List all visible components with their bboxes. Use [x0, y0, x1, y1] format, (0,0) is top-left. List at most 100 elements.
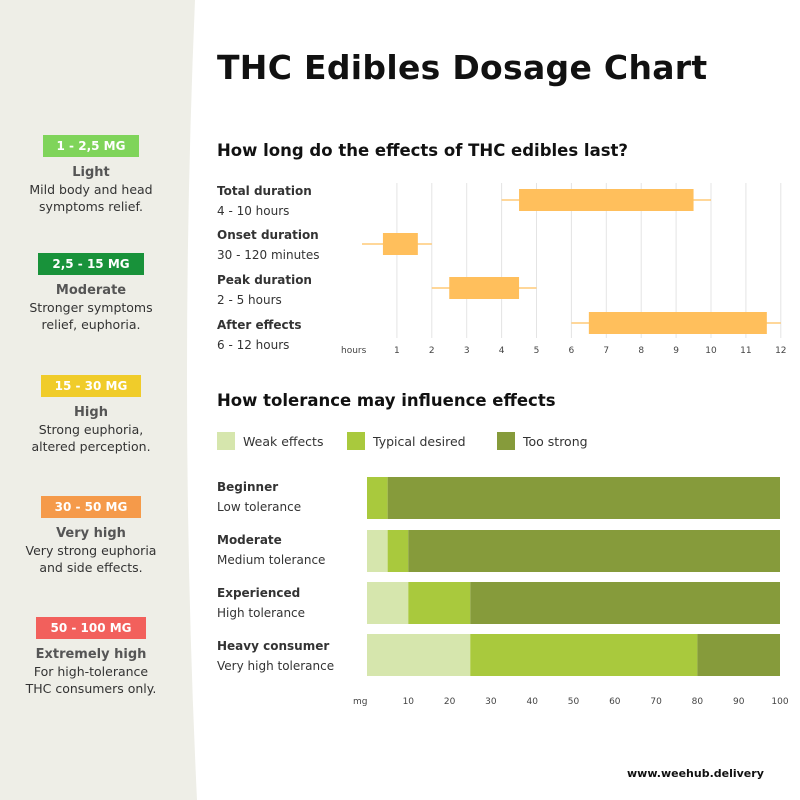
- dose-description: Strong euphoria, altered perception.: [0, 421, 182, 455]
- x-tick-label: 1: [394, 346, 400, 356]
- x-axis-label: hours: [341, 346, 367, 356]
- dose-description-line: Very strong euphoria: [25, 543, 157, 558]
- legend-label: Too strong: [523, 433, 588, 449]
- x-tick-label: 30: [485, 697, 497, 707]
- row-value: 4 - 10 hours: [217, 204, 290, 218]
- dose-name: Extremely high: [35, 647, 147, 662]
- x-tick-label: 20: [444, 697, 456, 707]
- category-name: Beginner: [217, 480, 279, 494]
- duration-chart-title: How long do the effects of THC edibles l…: [217, 141, 628, 160]
- x-tick-label: 6: [569, 346, 575, 356]
- dose-description-line: relief, euphoria.: [41, 317, 141, 332]
- x-tick-label: 12: [775, 346, 786, 356]
- x-tick-label: 8: [638, 346, 644, 356]
- duration-row-label: Peak duration 2 - 5 hours: [217, 272, 312, 308]
- legend-item: Weak effects: [217, 432, 323, 450]
- x-tick-label: 5: [534, 346, 540, 356]
- bar-segment: [470, 582, 780, 624]
- x-tick-label: 10: [403, 697, 415, 707]
- row-value: 30 - 120 minutes: [217, 248, 320, 262]
- duration-box: [519, 189, 694, 211]
- legend-label: Weak effects: [243, 433, 324, 449]
- duration-box: [588, 312, 767, 334]
- category-name: Heavy consumer: [217, 639, 330, 653]
- category-name: Moderate: [217, 533, 282, 547]
- dose-level: 30 - 50 MG Very high Very strong euphoria a…: [0, 496, 182, 576]
- dose-description-line: altered perception.: [31, 439, 151, 454]
- dose-badge: 50 - 100 MG: [36, 617, 146, 639]
- dose-description: Very strong euphoria and side effects.: [0, 542, 182, 576]
- x-tick-label: 11: [740, 346, 751, 356]
- bar-segment: [408, 582, 471, 624]
- bar-segment: [387, 530, 409, 572]
- x-tick-label: 50: [568, 697, 580, 707]
- x-tick-label: 3: [464, 346, 470, 356]
- category-sub: Very high tolerance: [217, 659, 335, 673]
- dose-description-line: Mild body and head: [29, 182, 153, 197]
- x-tick-label: 9: [673, 346, 679, 356]
- dose-level: 15 - 30 MG High Strong euphoria, altered pe…: [0, 375, 182, 455]
- duration-box: [382, 233, 418, 255]
- dose-description: For high-tolerance THC consumers only.: [0, 663, 182, 697]
- dose-description: Stronger symptoms relief, euphoria.: [0, 299, 182, 333]
- page-title: THC Edibles Dosage Chart: [217, 48, 708, 87]
- row-name: Peak duration: [217, 273, 312, 287]
- dose-name: Very high: [56, 526, 126, 541]
- dose-description: Mild body and head symptoms relief.: [0, 181, 182, 215]
- x-tick-label: 100: [771, 697, 788, 707]
- dose-level: 1 - 2,5 MG Light Mild body and head symptom…: [0, 135, 182, 215]
- left-panel-bg: [0, 0, 197, 800]
- category-sub: Medium tolerance: [217, 553, 326, 567]
- x-tick-label: 80: [692, 697, 704, 707]
- tolerance-row-label: Experienced High tolerance: [217, 585, 305, 621]
- dose-badge: 30 - 50 MG: [40, 496, 142, 518]
- row-value: 6 - 12 hours: [217, 338, 290, 352]
- legend-swatch: [217, 432, 235, 450]
- dose-description-line: and side effects.: [39, 560, 143, 575]
- x-tick-label: 40: [526, 697, 538, 707]
- row-name: Onset duration: [217, 228, 319, 242]
- legend-swatch: [497, 432, 515, 450]
- x-tick-label: 4: [499, 346, 505, 356]
- duration-row-label: After effects 6 - 12 hours: [217, 317, 301, 353]
- category-name: Experienced: [217, 586, 301, 600]
- legend-item: Too strong: [497, 432, 588, 450]
- bar-segment: [408, 530, 780, 572]
- bar-segment: [697, 634, 780, 676]
- dose-name: High: [74, 405, 108, 420]
- duration-row-label: Onset duration 30 - 120 minutes: [217, 227, 320, 263]
- dose-description-line: For high-tolerance: [33, 664, 149, 679]
- legend-item: Typical desired: [347, 432, 466, 450]
- dose-badge: 1 - 2,5 MG: [42, 135, 140, 157]
- bar-segment: [367, 582, 409, 624]
- duration-box: [449, 277, 520, 299]
- x-tick-label: 60: [609, 697, 621, 707]
- bar-segment: [367, 634, 471, 676]
- dose-description-line: Stronger symptoms: [29, 300, 153, 315]
- category-sub: High tolerance: [217, 606, 306, 620]
- bar-segment: [367, 530, 388, 572]
- duration-row-label: Total duration 4 - 10 hours: [217, 183, 312, 219]
- legend-swatch: [347, 432, 365, 450]
- x-tick-label: 2: [429, 346, 435, 356]
- row-name: Total duration: [217, 184, 312, 198]
- dose-badge: 15 - 30 MG: [40, 375, 142, 397]
- tolerance-row-label: Moderate Medium tolerance: [217, 532, 325, 568]
- tolerance-row-label: Heavy consumer Very high tolerance: [217, 638, 334, 674]
- legend-label: Typical desired: [373, 433, 466, 449]
- bar-segment: [367, 477, 388, 519]
- dose-name: Light: [72, 165, 110, 180]
- dose-level: 2,5 - 15 MG Moderate Stronger symptoms reli…: [0, 253, 182, 333]
- x-axis-label: mg: [353, 697, 367, 707]
- dose-level: 50 - 100 MG Extremely high For high-tolera…: [0, 617, 182, 697]
- dose-description-line: Strong euphoria,: [38, 422, 144, 437]
- website-link[interactable]: www.weehub.delivery: [627, 767, 764, 780]
- bar-segment: [470, 634, 698, 676]
- x-tick-label: 70: [650, 697, 662, 707]
- category-sub: Low tolerance: [217, 500, 302, 514]
- dose-badge: 2,5 - 15 MG: [38, 253, 144, 275]
